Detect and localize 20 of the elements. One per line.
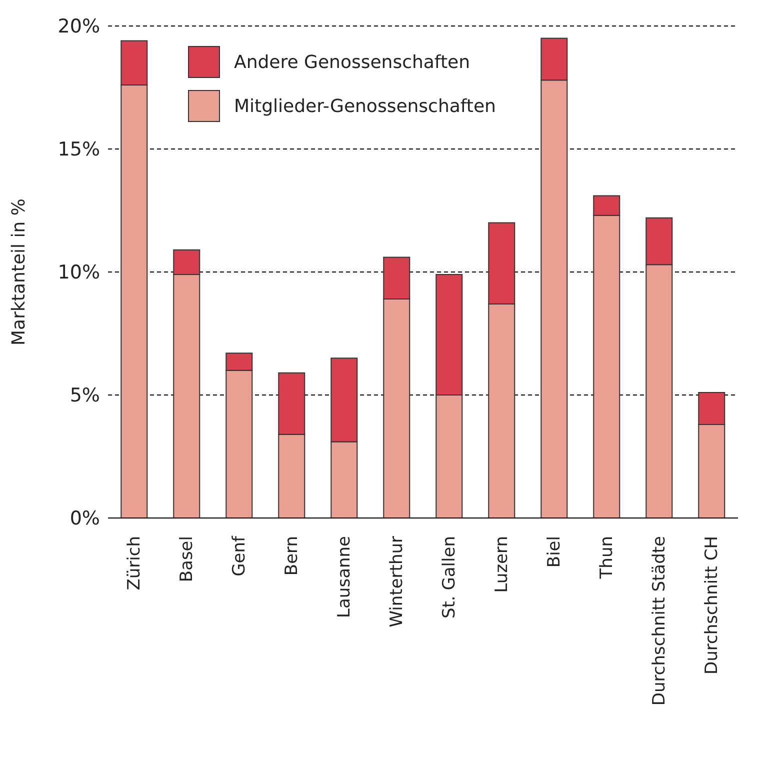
y-tick-label: 0%	[70, 508, 100, 530]
y-tick-label: 10%	[58, 262, 100, 284]
y-tick-label: 20%	[58, 16, 100, 38]
x-tick-label: Genf	[229, 535, 250, 576]
y-tick-label: 5%	[70, 384, 100, 407]
x-tick-label: Lausanne	[334, 536, 354, 618]
x-tick-label: Zürich	[124, 536, 144, 590]
x-tick-label: Luzern	[492, 536, 512, 593]
x-tick-label: Durchschnitt CH	[702, 536, 722, 674]
y-tick-label: 15%	[58, 138, 100, 161]
x-tick-label: Durchschnitt Städte	[649, 536, 670, 706]
x-tick-label: Bern	[282, 536, 302, 576]
x-tick-label: Winterthur	[386, 536, 407, 628]
legend-label: Mitglieder-Genossenschaften	[234, 96, 496, 116]
x-tick-label: Basel	[176, 536, 197, 582]
y-axis-title: Marktanteil in %	[8, 198, 30, 346]
x-tick-label: Thun	[596, 536, 617, 580]
x-tick-label: Biel	[544, 536, 564, 568]
legend-label: Andere Genossenschaften	[234, 52, 470, 72]
x-tick-label: St. Gallen	[439, 536, 460, 619]
